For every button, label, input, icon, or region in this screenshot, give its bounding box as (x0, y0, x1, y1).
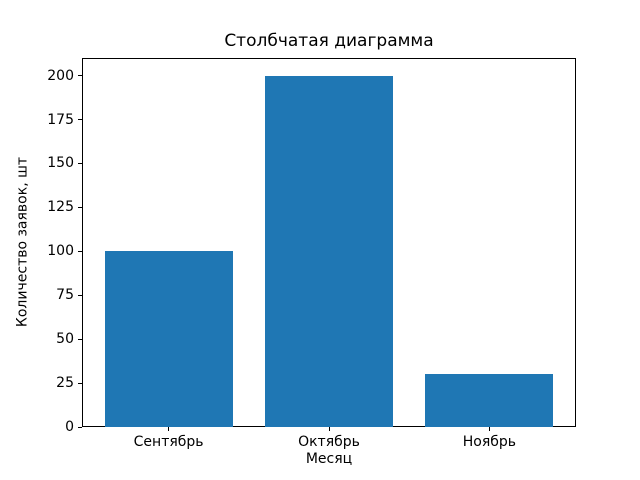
x-tick-label: Сентябрь (133, 434, 204, 450)
x-tick-label: Ноябрь (462, 434, 517, 450)
y-tick-label: 50 (56, 331, 74, 348)
y-tick-label: 200 (47, 67, 74, 84)
y-tick-mark (78, 119, 82, 120)
y-tick-label: 150 (47, 155, 74, 172)
x-tick-mark (328, 427, 330, 431)
chart-title: Столбчатая диаграмма (224, 31, 434, 51)
y-tick-label: 100 (47, 243, 74, 260)
y-tick-label: 25 (56, 375, 74, 392)
y-tick-mark (78, 338, 82, 340)
y-tick-mark (78, 75, 82, 77)
x-axis-label: Месяц (305, 451, 353, 467)
x-tick-mark (488, 427, 490, 431)
y-tick-label: 125 (47, 199, 74, 216)
y-tick-mark (78, 426, 82, 428)
y-tick-label: 0 (65, 419, 74, 435)
y-tick-mark (78, 294, 82, 296)
x-tick-mark (168, 427, 170, 431)
y-tick-label: 175 (47, 111, 74, 128)
bar-Сентябрь (104, 251, 233, 427)
y-tick-mark (78, 382, 82, 384)
bar-Ноябрь (425, 374, 554, 427)
y-tick-mark (78, 162, 82, 164)
y-tick-label: 75 (56, 287, 74, 304)
y-tick-mark (78, 250, 82, 252)
bar-Октябрь (264, 75, 394, 427)
x-tick-label: Октябрь (298, 434, 360, 450)
y-tick-mark (78, 206, 82, 208)
y-axis-label: Количество заявок, шт (14, 156, 31, 328)
